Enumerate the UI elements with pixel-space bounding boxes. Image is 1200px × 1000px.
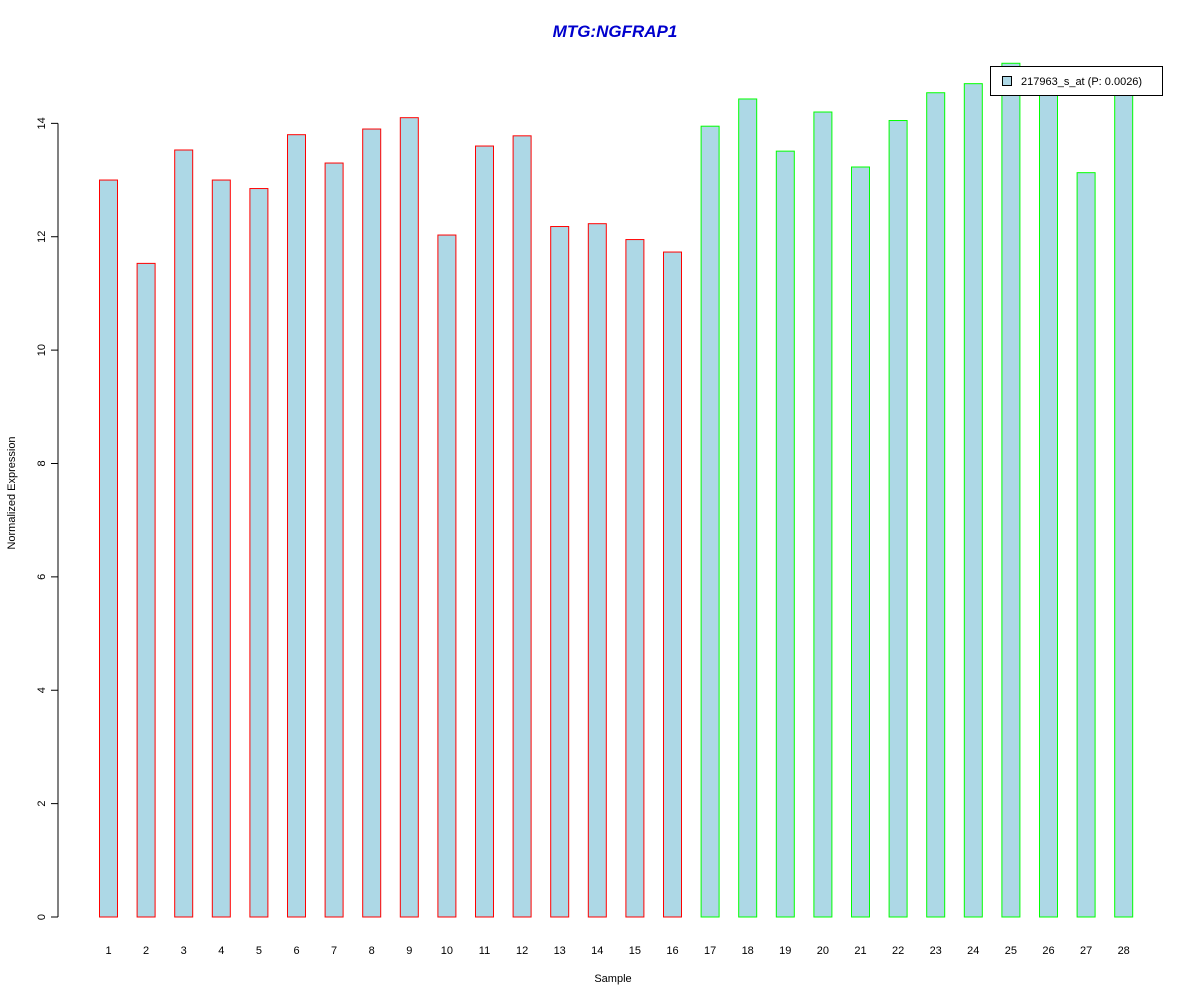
y-tick-label: 14 [36, 117, 48, 129]
y-tick-label: 8 [36, 460, 48, 466]
bar-sample-17 [700, 125, 720, 918]
legend: 217963_s_at (P: 0.0026) [990, 66, 1163, 96]
x-tick-label: 25 [1005, 945, 1017, 957]
x-tick-label: 13 [554, 945, 566, 957]
x-axis-title: Sample [594, 973, 631, 985]
y-tick-label: 6 [36, 574, 48, 580]
x-tick-labels: 1 2 3 4 5 6 7 8 9 10 11 12 13 14 15 16 17 18 19 20 21 22 23 24 2… [105, 945, 1129, 957]
legend-swatch [1002, 76, 1012, 86]
bar-sample-8 [362, 128, 382, 918]
bar-sample-12 [512, 135, 532, 918]
bar-sample-15 [625, 239, 645, 918]
x-tick-label: 28 [1118, 945, 1130, 957]
x-tick-label: 7 [331, 945, 337, 957]
bar-sample-2 [136, 262, 156, 918]
x-tick-label: 22 [892, 945, 904, 957]
x-tick-label: 26 [1042, 945, 1054, 957]
y-tick-label: 10 [36, 344, 48, 356]
x-tick-label: 3 [181, 945, 187, 957]
x-tick-label: 10 [441, 945, 453, 957]
bar-sample-25 [1001, 62, 1021, 918]
bar-sample-7 [324, 162, 344, 918]
x-tick-label: 11 [479, 945, 490, 957]
legend-box [990, 66, 1163, 96]
bars [99, 62, 1134, 918]
x-tick-label: 5 [256, 945, 262, 957]
bar-sample-26 [1039, 88, 1058, 918]
bar-sample-16 [663, 251, 682, 918]
bar-sample-9 [399, 117, 419, 918]
bar-sample-13 [550, 226, 570, 918]
bar-sample-21 [851, 166, 870, 918]
bar-sample-6 [287, 134, 306, 918]
bar-sample-4 [211, 179, 231, 918]
x-tick-label: 21 [854, 945, 866, 957]
y-axis: 0 2 4 6 8 10 12 14 [36, 117, 59, 920]
chart-title: MTG:NGFRAP1 [553, 22, 678, 41]
x-tick-label: 18 [742, 945, 754, 957]
legend-label: 217963_s_at (P: 0.0026) [1021, 76, 1142, 88]
bar-sample-11 [475, 145, 494, 918]
x-tick-label: 15 [629, 945, 641, 957]
bar-sample-10 [437, 234, 457, 918]
y-tick-label: 12 [36, 231, 48, 243]
bar-sample-28 [1114, 83, 1134, 918]
x-tick-label: 14 [591, 945, 603, 957]
x-tick-label: 2 [143, 945, 149, 957]
bar-sample-24 [963, 83, 983, 918]
x-tick-label: 20 [817, 945, 829, 957]
y-tick-label: 0 [36, 914, 48, 920]
bar-sample-1 [99, 179, 118, 918]
y-tick-label: 4 [36, 687, 48, 693]
bar-sample-27 [1076, 172, 1096, 918]
x-tick-label: 6 [293, 945, 299, 957]
bar-sample-14 [587, 223, 607, 918]
x-tick-label: 9 [406, 945, 412, 957]
bar-sample-20 [813, 111, 833, 918]
y-axis-title: Normalized Expression [6, 436, 18, 549]
bar-sample-18 [738, 98, 758, 918]
x-tick-label: 19 [779, 945, 791, 957]
x-tick-label: 17 [704, 945, 716, 957]
bar-sample-23 [926, 92, 946, 918]
x-tick-label: 27 [1080, 945, 1092, 957]
bar-sample-19 [775, 150, 795, 918]
bar-sample-3 [174, 149, 194, 918]
x-tick-label: 1 [105, 945, 111, 957]
x-tick-label: 23 [930, 945, 942, 957]
y-tick-label: 2 [36, 801, 48, 807]
x-tick-label: 12 [516, 945, 528, 957]
bar-sample-5 [249, 188, 269, 918]
bar-sample-22 [888, 120, 908, 918]
x-tick-label: 16 [666, 945, 678, 957]
x-tick-label: 24 [967, 945, 979, 957]
x-tick-label: 8 [369, 945, 375, 957]
x-tick-label: 4 [218, 945, 224, 957]
